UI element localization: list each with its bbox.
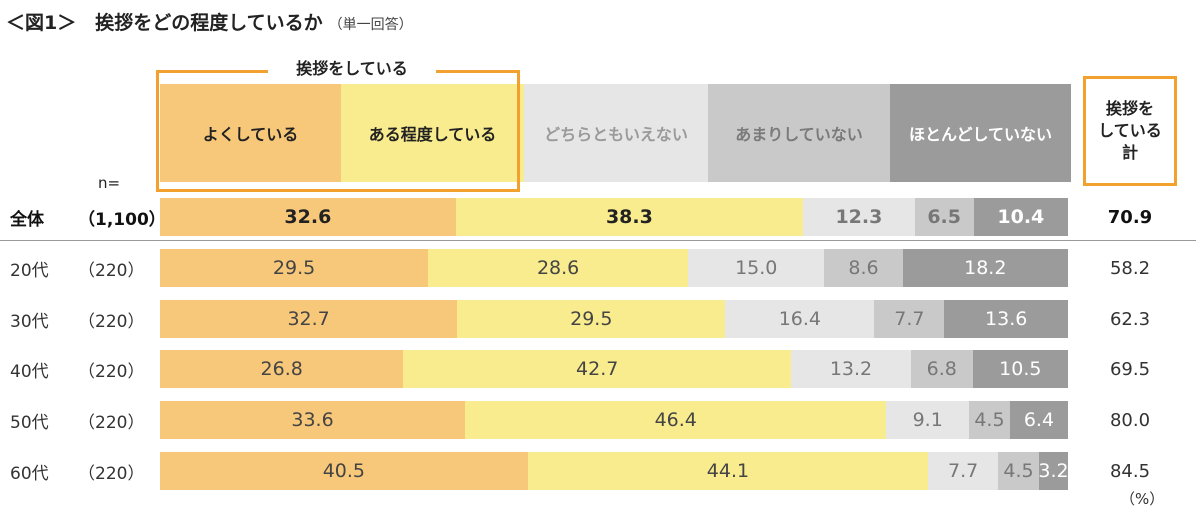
bar-segment: 10.4 [973,198,1068,236]
bar-segment: 10.5 [972,350,1068,388]
bar-segment: 13.6 [944,300,1068,338]
row-n: （220） [78,412,145,433]
bar-segment: 6.8 [910,350,973,388]
bar-segment: 12.3 [803,198,915,236]
row-label: 20代 [10,260,49,281]
row-total: 80.0 [1109,409,1151,431]
row-n: （220） [78,361,145,382]
row-label: 60代 [10,463,49,484]
bar-segment: 7.7 [874,300,945,338]
bar-segment: 32.6 [160,198,456,236]
row-label: 30代 [10,311,49,332]
row-n: （220） [78,260,145,281]
row-label: 50代 [10,412,49,433]
chart-title-main: ＜図1＞ 挨拶をどの程度しているか [6,12,323,34]
category-header-2: どちらともいえない [524,84,708,182]
chart-title-sub: （単一回答） [328,17,413,33]
row-n: （1,100） [78,209,166,230]
bar-segment: 7.7 [928,452,999,490]
bar-segment: 6.5 [914,198,974,236]
bar-segment: 15.0 [688,249,825,287]
divider-line [0,240,1196,241]
row-label: 全体 [10,209,44,230]
bar-segment: 28.6 [428,249,689,287]
bar-segment: 29.5 [457,300,726,338]
bar-segment: 16.4 [725,300,875,338]
bar-segment: 8.6 [824,249,903,287]
row-total: 84.5 [1109,460,1151,482]
row-total: 58.2 [1109,257,1151,279]
category-header-1: ある程度している [341,84,524,182]
total-header: 挨拶を している 計 [1083,76,1177,186]
category-header-3: あまりしていない [708,84,890,182]
row-total: 69.5 [1109,358,1151,380]
bar-segment: 40.5 [160,452,528,490]
bar-segment: 3.2 [1038,452,1068,490]
bar-segment: 32.7 [160,300,458,338]
row-label: 40代 [10,361,49,382]
bar-segment: 26.8 [160,350,404,388]
chart-title: ＜図1＞ 挨拶をどの程度しているか （単一回答） [6,8,413,35]
bar-segment: 33.6 [160,401,466,439]
bar-segment: 46.4 [465,401,887,439]
unit-label: （%） [1120,490,1165,508]
bar-segment: 13.2 [791,350,911,388]
bar-segment: 44.1 [527,452,929,490]
bar-segment: 29.5 [160,249,429,287]
category-header-4: ほとんどしていない [890,84,1071,182]
row-total: 62.3 [1109,308,1151,330]
n-label: n= [98,174,121,192]
bar-segment: 6.4 [1009,401,1068,439]
group-label: 挨拶をしている [268,54,436,80]
bar-segment: 18.2 [902,249,1068,287]
bar-segment: 42.7 [403,350,792,388]
row-total: 70.9 [1107,206,1153,228]
bar-segment: 4.5 [969,401,1010,439]
category-header-0: よくしている [160,84,341,182]
bar-segment: 9.1 [886,401,970,439]
bar-segment: 4.5 [998,452,1039,490]
bar-segment: 38.3 [455,198,804,236]
group-box-greeting [156,70,520,192]
row-n: （220） [78,311,145,332]
row-n: （220） [78,463,145,484]
